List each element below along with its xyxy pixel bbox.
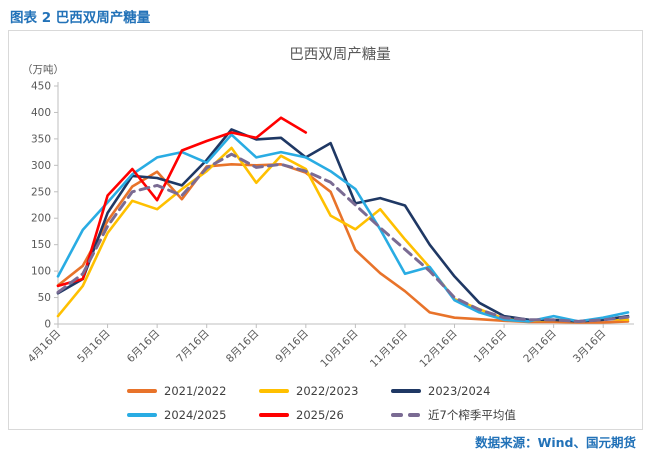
y-axis-label: 0 (44, 319, 51, 331)
legend-item-近7个榨季平均值: 近7个榨季平均值 (391, 407, 571, 423)
axes: 0 50 100 150 200 250 300 350 400 450 4月16日 5月16日 6月1… (26, 81, 634, 370)
x-axis-label: 12月16日 (417, 328, 459, 370)
legend-label: 2024/2025 (164, 408, 227, 422)
y-axis-label: 300 (31, 160, 51, 172)
series-line-近7个榨季平均值 (56, 152, 630, 323)
x-axis-label: 7月16日 (174, 328, 212, 366)
x-axis-label: 9月16日 (273, 328, 311, 366)
legend-label: 2021/2022 (164, 384, 227, 398)
x-axis-label: 10月16日 (318, 328, 360, 370)
legend-label: 2022/2023 (296, 384, 359, 398)
legend-item-2024/2025: 2024/2025 (127, 408, 259, 422)
series-line-2025/26 (56, 116, 308, 288)
x-axis-label: 2月16日 (521, 328, 559, 366)
x-axis-label: 1月16日 (472, 328, 510, 366)
x-axis-label: 11月16日 (368, 328, 410, 370)
y-axis-label: 100 (31, 266, 51, 278)
x-axis-label: 5月16日 (75, 328, 113, 366)
y-axis-unit-label: （万吨） (22, 63, 64, 76)
data-source-note: 数据来源：Wind、国元期货 (475, 435, 636, 450)
legend-label: 2025/26 (296, 408, 344, 422)
y-axis-label: 400 (31, 107, 51, 119)
legend-swatch (127, 389, 157, 393)
chart-card: 巴西双周产糖量 （万吨） 0 50 100 150 200 250 300 350 400 450… (8, 30, 643, 430)
y-axis-label: 350 (31, 133, 51, 145)
y-axis-label: 50 (38, 292, 51, 304)
series-lines (56, 116, 630, 324)
legend-swatch (259, 413, 289, 417)
legend: 2021/2022 2022/2023 2023/2024 2024/2025 2025… (127, 379, 587, 427)
legend-swatch (127, 413, 157, 417)
x-axis-label: 6月16日 (125, 328, 163, 366)
legend-item-2025/26: 2025/26 (259, 408, 391, 422)
legend-swatch (391, 413, 421, 417)
chart-title: 巴西双周产糖量 (289, 46, 391, 63)
y-axis-label: 450 (31, 81, 51, 93)
legend-item-2022/2023: 2022/2023 (259, 384, 391, 398)
series-line-2024/2025 (56, 133, 630, 323)
x-axis-label: 4月16日 (26, 328, 64, 366)
legend-label: 近7个榨季平均值 (428, 408, 516, 422)
legend-swatch (259, 389, 289, 393)
x-axis-label: 8月16日 (224, 328, 262, 366)
x-axis-label: 3月16日 (571, 328, 609, 366)
y-axis-label: 250 (31, 186, 51, 198)
page-title: 图表 2 巴西双周产糖量 (10, 10, 151, 26)
series-line-2023/2024 (56, 128, 630, 323)
y-axis-label: 200 (31, 213, 51, 225)
legend-label: 2023/2024 (428, 384, 491, 398)
line-chart: 巴西双周产糖量 （万吨） 0 50 100 150 200 250 300 350 400 450… (22, 46, 634, 370)
y-axis-label: 150 (31, 239, 51, 251)
legend-swatch (391, 389, 421, 393)
legend-item-2021/2022: 2021/2022 (127, 384, 259, 398)
legend-item-2023/2024: 2023/2024 (391, 384, 571, 398)
